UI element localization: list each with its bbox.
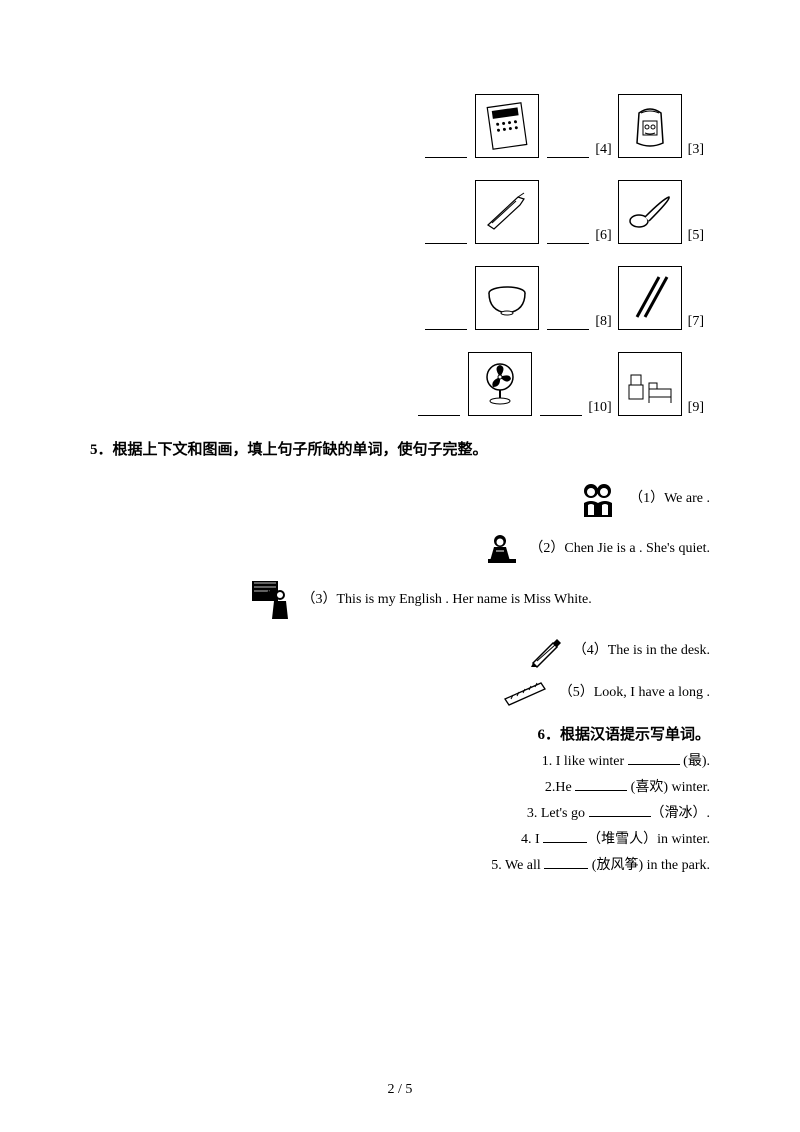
q5-item-4: （4）The is in the desk. <box>90 633 710 669</box>
section6: 6．根据汉语提示写单词。 1. I like winter (最). 2.He … <box>90 723 710 874</box>
blank[interactable] <box>418 402 460 416</box>
q6-1-post: (最). <box>680 754 710 769</box>
image-friends-icon <box>576 477 620 521</box>
q5-5-num: （5） <box>559 685 594 700</box>
q6-item-1: 1. I like winter (最). <box>90 750 710 770</box>
page: [4] [3] [6] [5] [8] [7] <box>0 0 800 1132</box>
q5-2-num: （2） <box>529 541 564 556</box>
q5-item-5: （5）Look, I have a long . <box>90 679 710 707</box>
blank[interactable] <box>544 857 588 869</box>
blank[interactable] <box>540 402 582 416</box>
q6-4-pre: 4. I <box>521 832 543 847</box>
q6-3-pre: 3. Let's go <box>527 806 589 821</box>
image-fan-icon <box>468 352 532 416</box>
label-6: [6] <box>595 228 611 244</box>
label-8: [8] <box>595 314 611 330</box>
q6-5-post: (放风筝) in the park. <box>588 858 710 873</box>
q6-item-4: 4. I （堆雪人）in winter. <box>90 828 710 848</box>
blank[interactable] <box>547 230 589 244</box>
grid-row-3: [8] [7] <box>90 262 710 330</box>
page-footer: 2 / 5 <box>0 1082 800 1098</box>
blank[interactable] <box>543 831 587 843</box>
q5-3-text: This is my English . Her name is Miss Wh… <box>337 592 592 607</box>
label-3: [3] <box>688 142 704 158</box>
grid-row-1: [4] [3] <box>90 90 710 158</box>
q5-1-num: （1） <box>629 491 664 506</box>
image-ruler-icon <box>501 679 549 707</box>
image-bowl-icon <box>475 266 539 330</box>
blank[interactable] <box>547 316 589 330</box>
blank[interactable] <box>425 230 467 244</box>
grid-row-4: [10] [9] <box>90 348 710 416</box>
q5-item-3: （3）This is my English . Her name is Miss… <box>90 577 710 623</box>
blank[interactable] <box>425 144 467 158</box>
image-backpack-icon <box>618 94 682 158</box>
q5-1-text: We are . <box>664 491 710 506</box>
image-student-icon <box>484 531 520 567</box>
q6-2-post: (喜欢) winter. <box>627 780 710 795</box>
label-7: [7] <box>688 314 704 330</box>
q6-3-post: （滑冰）. <box>651 806 711 821</box>
q6-item-2: 2.He (喜欢) winter. <box>90 776 710 796</box>
image-pencil-icon <box>527 633 563 669</box>
image-chopsticks-icon <box>618 266 682 330</box>
image-bedroom-icon <box>618 352 682 416</box>
blank[interactable] <box>547 144 589 158</box>
q5-item-2: （2）Chen Jie is a . She's quiet. <box>90 531 710 567</box>
image-calculator-icon <box>475 94 539 158</box>
blank[interactable] <box>575 779 627 791</box>
q5-item-1: （1）We are . <box>90 477 710 521</box>
q5-4-text: The is in the desk. <box>608 643 710 658</box>
label-10: [10] <box>588 400 611 416</box>
image-spoon-icon <box>618 180 682 244</box>
q5-3-num: （3） <box>302 592 337 607</box>
q6-item-3: 3. Let's go （滑冰）. <box>90 802 710 822</box>
q5-5-text: Look, I have a long . <box>594 685 710 700</box>
image-teacher-icon <box>250 577 292 623</box>
blank[interactable] <box>425 316 467 330</box>
grid-row-2: [6] [5] <box>90 176 710 244</box>
q5-4-num: （4） <box>573 643 608 658</box>
blank[interactable] <box>589 805 651 817</box>
label-5: [5] <box>688 228 704 244</box>
label-4: [4] <box>595 142 611 158</box>
q6-4-post: （堆雪人）in winter. <box>587 832 710 847</box>
blank[interactable] <box>628 753 680 765</box>
section5-title: 5．根据上下文和图画，填上句子所缺的单词，使句子完整。 <box>90 438 710 459</box>
image-knife-icon <box>475 180 539 244</box>
q6-1-pre: 1. I like winter <box>542 754 628 769</box>
label-9: [9] <box>688 400 704 416</box>
section6-title: 6．根据汉语提示写单词。 <box>90 723 710 744</box>
q5-2-text: Chen Jie is a . She's quiet. <box>564 541 710 556</box>
q6-5-pre: 5. We all <box>491 858 544 873</box>
q6-2-pre: 2.He <box>545 780 575 795</box>
q6-item-5: 5. We all (放风筝) in the park. <box>90 854 710 874</box>
